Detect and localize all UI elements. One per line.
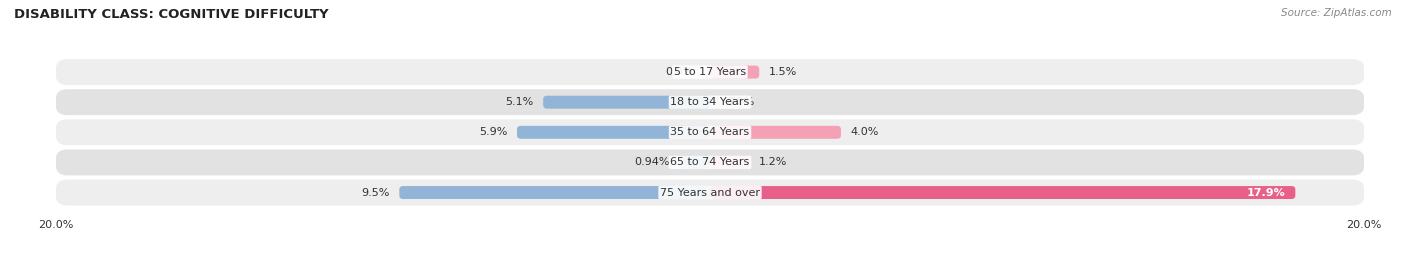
FancyBboxPatch shape: [543, 96, 710, 109]
FancyBboxPatch shape: [56, 180, 1364, 205]
Text: 17.9%: 17.9%: [1247, 188, 1285, 198]
FancyBboxPatch shape: [710, 126, 841, 139]
FancyBboxPatch shape: [399, 186, 710, 199]
Text: 4.0%: 4.0%: [851, 127, 879, 137]
Text: 5.9%: 5.9%: [479, 127, 508, 137]
Text: 1.2%: 1.2%: [759, 157, 787, 167]
FancyBboxPatch shape: [56, 150, 1364, 176]
FancyBboxPatch shape: [56, 119, 1364, 145]
Text: 75 Years and over: 75 Years and over: [659, 188, 761, 198]
Text: Source: ZipAtlas.com: Source: ZipAtlas.com: [1281, 8, 1392, 18]
Text: DISABILITY CLASS: COGNITIVE DIFFICULTY: DISABILITY CLASS: COGNITIVE DIFFICULTY: [14, 8, 329, 21]
Text: 18 to 34 Years: 18 to 34 Years: [671, 97, 749, 107]
Text: 0.0%: 0.0%: [665, 67, 693, 77]
FancyBboxPatch shape: [56, 89, 1364, 115]
FancyBboxPatch shape: [517, 126, 710, 139]
FancyBboxPatch shape: [710, 66, 759, 79]
FancyBboxPatch shape: [710, 186, 1295, 199]
Text: 9.5%: 9.5%: [361, 188, 389, 198]
Text: 35 to 64 Years: 35 to 64 Years: [671, 127, 749, 137]
Text: 5.1%: 5.1%: [505, 97, 533, 107]
FancyBboxPatch shape: [56, 59, 1364, 85]
Text: 0.94%: 0.94%: [634, 157, 669, 167]
FancyBboxPatch shape: [679, 156, 710, 169]
Text: 1.5%: 1.5%: [769, 67, 797, 77]
Text: 65 to 74 Years: 65 to 74 Years: [671, 157, 749, 167]
Legend: Male, Female: Male, Female: [645, 267, 775, 270]
FancyBboxPatch shape: [710, 156, 749, 169]
Text: 0.0%: 0.0%: [727, 97, 755, 107]
Text: 5 to 17 Years: 5 to 17 Years: [673, 67, 747, 77]
